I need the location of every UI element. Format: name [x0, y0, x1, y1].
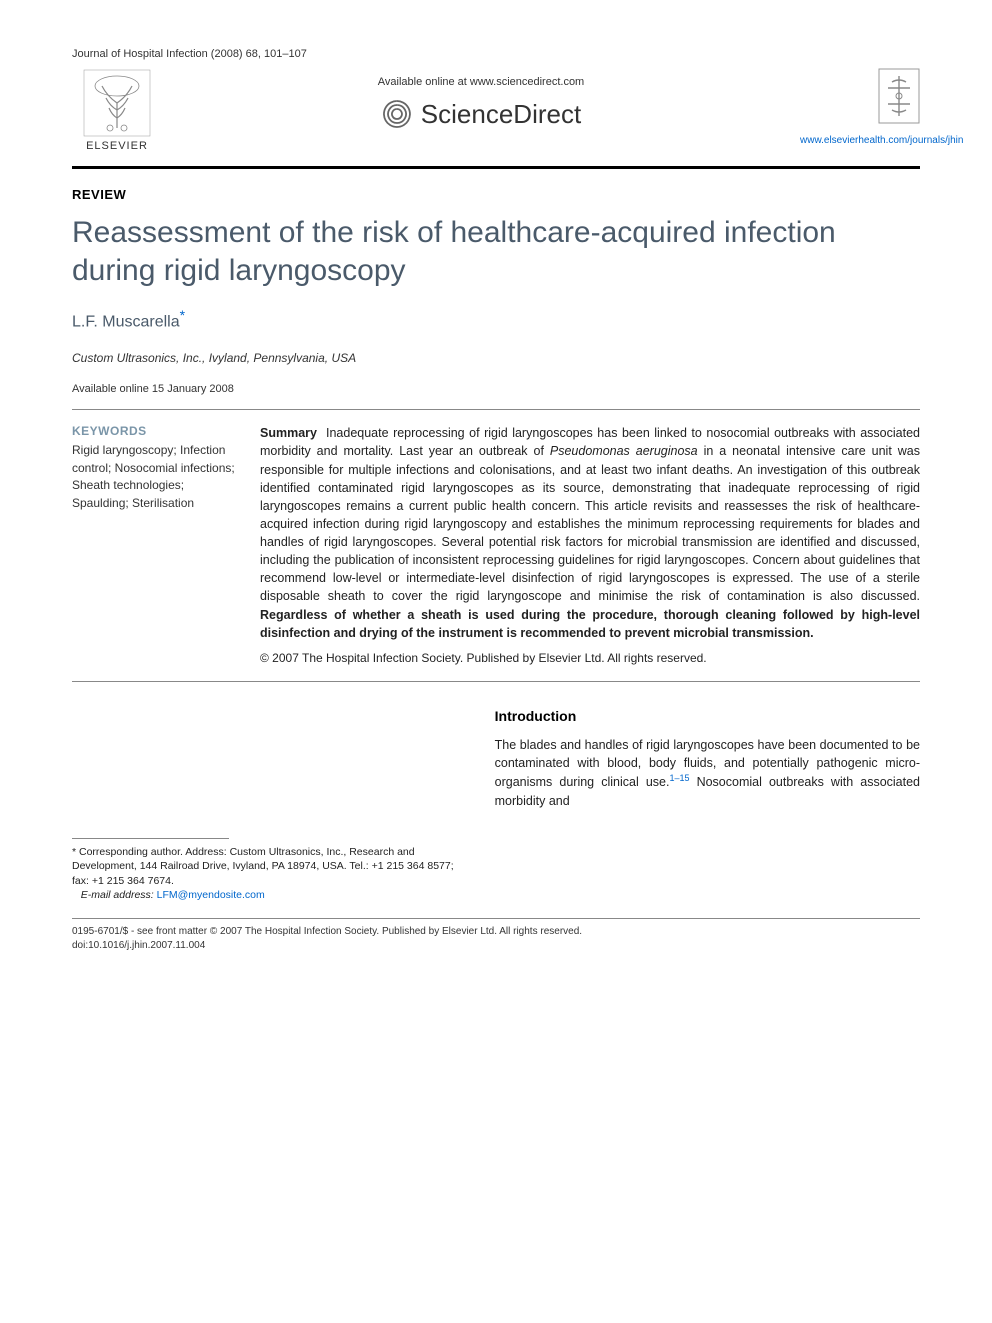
abstract-block: KEYWORDS Rigid laryngoscopy; Infection c…	[72, 409, 920, 682]
journal-logo-block: www.elsevierhealth.com/journals/jhin	[800, 68, 920, 146]
header-rule	[72, 166, 920, 169]
sciencedirect-swirl-icon	[381, 98, 413, 130]
journal-url[interactable]: www.elsevierhealth.com/journals/jhin	[800, 135, 920, 146]
introduction-paragraph: The blades and handles of rigid laryngos…	[495, 736, 920, 810]
front-matter-line: 0195-6701/$ - see front matter © 2007 Th…	[72, 926, 582, 937]
elsevier-label: ELSEVIER	[86, 140, 148, 152]
right-column: Introduction The blades and handles of r…	[495, 708, 920, 902]
body-columns: * Corresponding author. Address: Custom …	[72, 708, 920, 902]
elsevier-tree-icon	[82, 68, 152, 138]
summary-recommendation: Regardless of whether a sheath is used d…	[260, 608, 920, 640]
elsevier-logo-block: ELSEVIER	[72, 68, 162, 152]
introduction-heading: Introduction	[495, 708, 920, 724]
keywords-heading: KEYWORDS	[72, 424, 242, 438]
article-type: REVIEW	[72, 187, 920, 202]
sciencedirect-text: ScienceDirect	[421, 99, 581, 130]
affiliation: Custom Ultrasonics, Inc., Ivyland, Penns…	[72, 351, 920, 365]
footnote-email[interactable]: LFM@myendosite.com	[157, 889, 265, 901]
sciencedirect-block: Available online at www.sciencedirect.co…	[162, 68, 800, 135]
footnote-corresponding: * Corresponding author. Address: Custom …	[72, 846, 454, 886]
summary-organism: Pseudomonas aeruginosa	[550, 444, 698, 458]
author-line: L.F. Muscarella*	[72, 307, 920, 331]
article-title: Reassessment of the risk of healthcare-a…	[72, 214, 920, 289]
summary-label: Summary	[260, 426, 317, 440]
summary-column: Summary Inadequate reprocessing of rigid…	[260, 424, 920, 667]
header-row: ELSEVIER Available online at www.science…	[72, 68, 920, 152]
keywords-column: KEYWORDS Rigid laryngoscopy; Infection c…	[72, 424, 242, 667]
bottom-info: 0195-6701/$ - see front matter © 2007 Th…	[72, 925, 920, 953]
journal-reference: Journal of Hospital Infection (2008) 68,…	[72, 48, 920, 60]
bottom-rule	[72, 918, 920, 919]
doi-line: doi:10.1016/j.jhin.2007.11.004	[72, 940, 205, 951]
footnote-email-label: E-mail address:	[81, 889, 154, 901]
summary-body-2: in a neonatal intensive care unit was re…	[260, 444, 920, 603]
journal-logo-icon	[878, 68, 920, 124]
sciencedirect-logo: ScienceDirect	[381, 98, 581, 130]
available-date: Available online 15 January 2008	[72, 383, 920, 395]
footnote-rule	[72, 838, 229, 839]
summary-copyright: © 2007 The Hospital Infection Society. P…	[260, 650, 920, 667]
left-column: * Corresponding author. Address: Custom …	[72, 708, 465, 902]
author-name: L.F. Muscarella	[72, 313, 180, 330]
available-online-text: Available online at www.sciencedirect.co…	[162, 76, 800, 88]
keywords-list: Rigid laryngoscopy; Infection control; N…	[72, 442, 242, 512]
citation-range[interactable]: 1–15	[669, 773, 689, 783]
author-corresponding-mark: *	[180, 307, 185, 323]
corresponding-footnote: * Corresponding author. Address: Custom …	[72, 845, 465, 902]
